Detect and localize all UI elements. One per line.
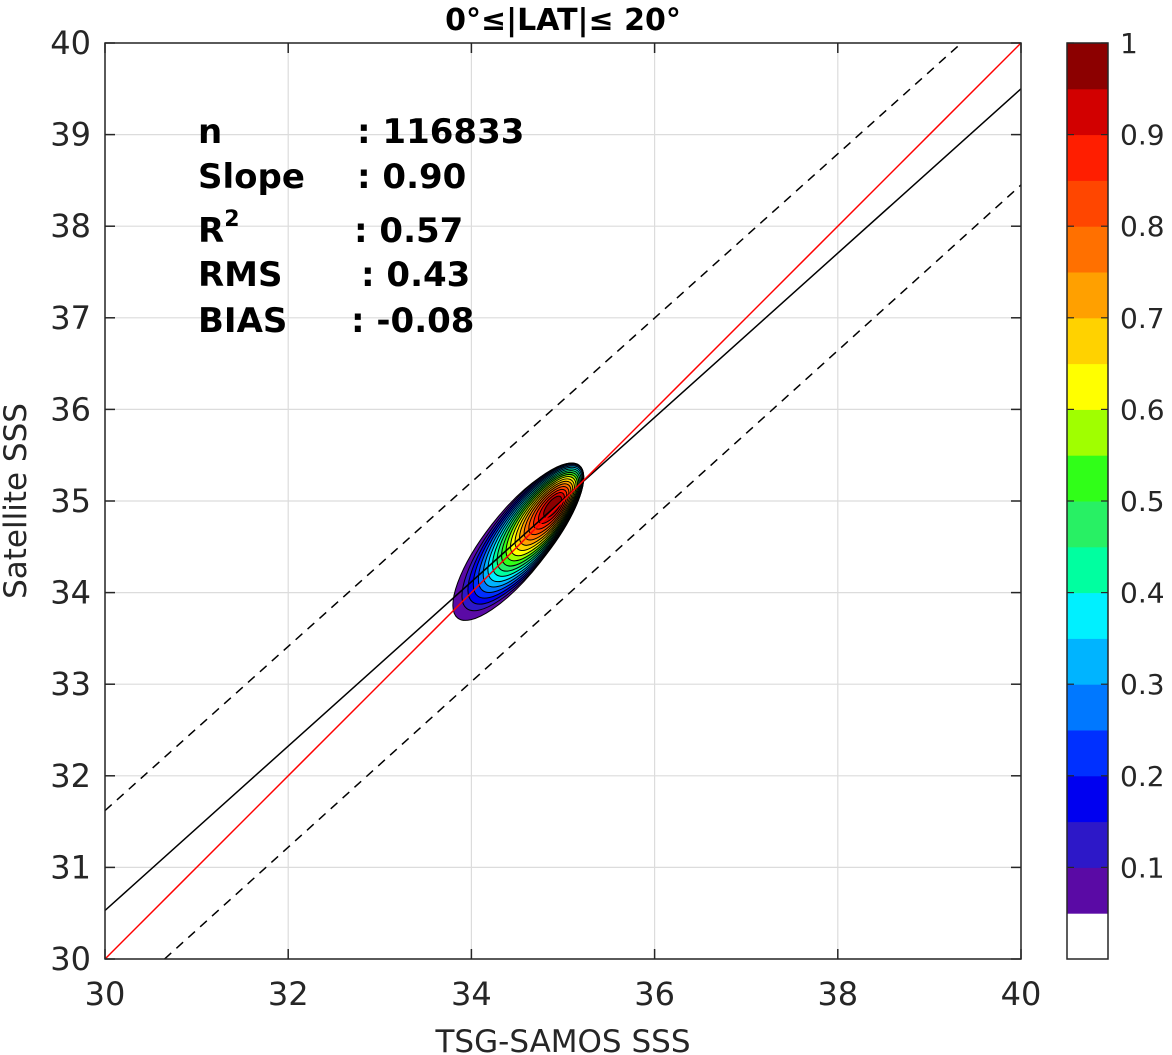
y-tick-label: 39: [50, 116, 91, 154]
y-tick-label: 30: [50, 940, 91, 978]
colorbar-segment: [1067, 317, 1108, 365]
colorbar-tick-label: 0.1: [1120, 851, 1165, 884]
colorbar-tick-label: 0.8: [1120, 210, 1165, 243]
y-tick-label: 33: [50, 665, 91, 703]
colorbar-segment: [1067, 134, 1108, 181]
stat-value: : 116833: [357, 112, 524, 152]
fit-line: [105, 88, 1021, 912]
stat-value: : -0.08: [351, 301, 474, 341]
colorbar-segment: [1067, 775, 1108, 823]
colorbar-segment: [1067, 226, 1108, 273]
one-to-one-line: [105, 43, 1021, 959]
lower-bound-dashed-line: [164, 184, 1021, 959]
colorbar-segment: [1067, 363, 1108, 410]
regression-lines: [105, 43, 1021, 959]
x-tick-label: 36: [634, 975, 675, 1013]
colorbar-segment: [1067, 913, 1108, 960]
colorbar-tick-label: 0.6: [1120, 393, 1165, 426]
axis-ticks: 30 32 34 36 38 40 30 31 32 33 34 35 36 37 38 39 40: [50, 24, 1041, 1013]
x-tick-label: 34: [451, 975, 492, 1013]
x-tick-label: 32: [268, 975, 309, 1013]
stat-key: n: [198, 112, 222, 152]
y-tick-label: 40: [50, 24, 91, 62]
stat-key: RMS: [198, 255, 283, 295]
y-tick-label: 32: [50, 757, 91, 795]
grid-lines: [104, 42, 1022, 960]
colorbar-tick-label: 0.3: [1120, 668, 1165, 701]
colorbar-segment: [1067, 180, 1108, 227]
x-tick-label: 38: [817, 975, 858, 1013]
colorbar-segment: [1067, 821, 1108, 868]
x-axis-label: TSG-SAMOS SSS: [435, 1024, 691, 1055]
colorbar-segment: [1067, 272, 1108, 319]
colorbar-segment: [1067, 730, 1108, 777]
stat-value: : 0.57: [354, 211, 463, 251]
y-tick-label: 34: [50, 574, 91, 612]
colorbar-segment: [1067, 546, 1108, 594]
colorbar-tick-label: 0.2: [1120, 760, 1165, 793]
y-tick-label: 38: [50, 207, 91, 245]
y-axis-label: Satellite SSS: [0, 403, 34, 599]
stat-key: BIAS: [198, 301, 287, 341]
x-tick-label: 30: [85, 975, 126, 1013]
x-tick-label: 40: [1001, 975, 1042, 1013]
colorbar-tick-label: 0.7: [1120, 302, 1165, 335]
colorbar-segment: [1067, 455, 1108, 502]
stat-value: : 0.43: [361, 255, 470, 295]
colorbar-segment: [1067, 88, 1108, 136]
y-tick-label: 37: [50, 299, 91, 337]
y-tick-label: 35: [50, 482, 91, 520]
colorbar-segment: [1067, 684, 1108, 731]
colorbar-tick-label: 0.5: [1120, 485, 1165, 518]
stat-key: Slope: [198, 157, 305, 197]
colorbar-tick-label: 1: [1120, 27, 1138, 60]
colorbar: 0.1 0.2 0.3 0.4 0.5 0.6 0.7 0.8 0.9 1: [1066, 27, 1165, 960]
colorbar-segment: [1067, 501, 1108, 548]
colorbar-segment: [1067, 409, 1108, 456]
stat-value: : 0.90: [357, 157, 466, 197]
y-tick-label: 31: [50, 848, 91, 886]
colorbar-segment: [1067, 592, 1108, 639]
colorbar-segment: [1067, 638, 1108, 685]
stat-key-superscript: 2: [224, 207, 239, 232]
y-tick-label: 36: [50, 390, 91, 428]
colorbar-tick-label: 0.4: [1120, 577, 1165, 610]
colorbar-tick-label: 0.9: [1120, 119, 1165, 152]
colorbar-segment: [1067, 43, 1108, 90]
colorbar-segment: [1067, 867, 1108, 914]
chart-title: 0°≤|LAT|≤ 20°: [445, 3, 681, 38]
